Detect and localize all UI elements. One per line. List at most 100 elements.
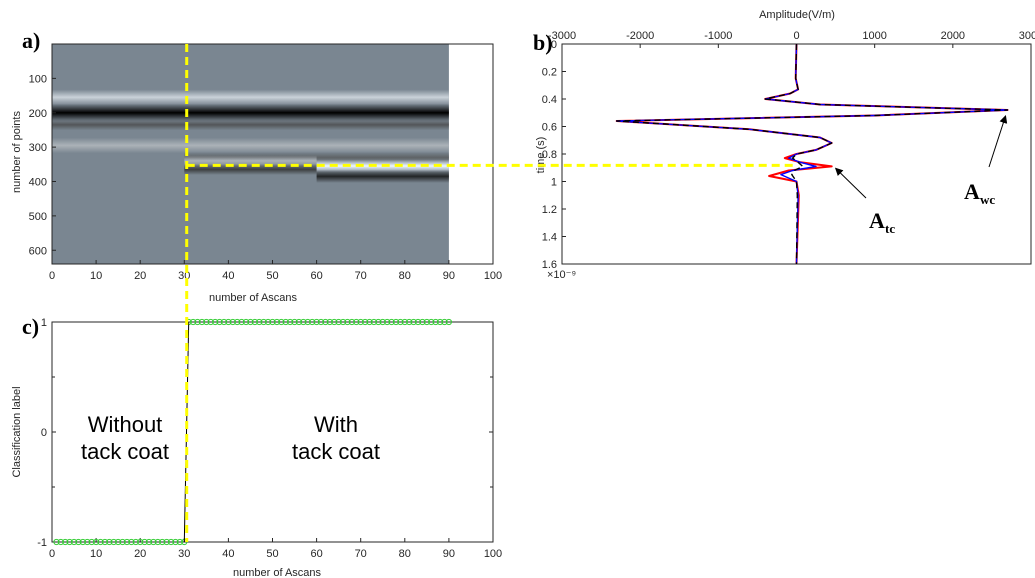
classification-xtick-label: 0 bbox=[49, 548, 55, 560]
classification-point bbox=[176, 538, 183, 546]
classification-point bbox=[238, 318, 245, 326]
annotation-atc-sub: tc bbox=[885, 221, 895, 236]
classification-point bbox=[278, 318, 285, 326]
heatmap-xtick-label: 10 bbox=[90, 270, 102, 282]
heatmap-xlabel: number of Ascans bbox=[209, 292, 298, 304]
classification-point bbox=[247, 318, 254, 326]
classification-point bbox=[388, 318, 395, 326]
classification-point bbox=[264, 318, 272, 326]
classification-point bbox=[353, 318, 360, 326]
classification-point bbox=[207, 318, 214, 326]
classification-point bbox=[88, 538, 95, 546]
classification-xtick-label: 20 bbox=[134, 548, 146, 560]
heatmap-xtick-label: 50 bbox=[266, 270, 278, 282]
heatmap-xtick-label: 60 bbox=[310, 270, 322, 282]
yellow-guide-lines bbox=[185, 44, 797, 542]
annotation-awc-sub: wc bbox=[980, 192, 995, 207]
classification-point bbox=[57, 538, 64, 546]
heatmap-xtick-label: 90 bbox=[443, 270, 455, 282]
classification-point bbox=[234, 318, 241, 326]
heatmap-band bbox=[184, 155, 317, 167]
classification-point bbox=[172, 538, 179, 546]
classification-point bbox=[339, 318, 347, 326]
classification-point bbox=[145, 538, 153, 546]
classification-point bbox=[344, 318, 351, 326]
heatmap-xtick-label: 100 bbox=[484, 270, 502, 282]
waveform-xtick-label: 3000 bbox=[1019, 30, 1035, 42]
classification-point bbox=[317, 318, 325, 326]
classification-point bbox=[428, 318, 435, 326]
waveform-xtick-label: 1000 bbox=[862, 30, 886, 42]
waveform-ytick-label: 0.2 bbox=[542, 67, 557, 79]
classification-point bbox=[357, 318, 364, 326]
classification-point bbox=[97, 538, 104, 546]
classification-point bbox=[445, 318, 452, 326]
classification-xtick-label: 90 bbox=[443, 548, 455, 560]
classification-point bbox=[167, 538, 175, 546]
waveform-ytick-label: 1.2 bbox=[542, 204, 557, 216]
classification-point bbox=[304, 318, 311, 326]
annotation-atc-arrow bbox=[834, 167, 867, 199]
classification-point bbox=[251, 318, 258, 326]
waveform-ytick-label: 1.6 bbox=[542, 259, 557, 271]
heatmap-xtick-label: 0 bbox=[49, 270, 55, 282]
classification-point bbox=[419, 318, 426, 326]
waveform-ytick-label: 0.4 bbox=[542, 94, 557, 106]
classification-point bbox=[260, 318, 267, 326]
classification-point bbox=[159, 538, 166, 546]
classification-point bbox=[326, 318, 333, 326]
classification-point bbox=[295, 318, 303, 326]
waveform-xlabel: Amplitude(V/m) bbox=[759, 9, 835, 21]
heatmap-ytick-label: 300 bbox=[29, 142, 47, 154]
classification-xtick-label: 80 bbox=[399, 548, 411, 560]
waveform-ytick-label: 1.4 bbox=[542, 232, 557, 244]
panel-label-b: b) bbox=[533, 30, 553, 55]
heatmap-xtick-label: 40 bbox=[222, 270, 234, 282]
waveform-y-multiplier: ×10⁻⁹ bbox=[547, 269, 576, 281]
classification-point bbox=[119, 538, 126, 546]
label-without-line-2: tack coat bbox=[81, 439, 169, 464]
classification-point bbox=[384, 318, 391, 326]
heatmap-ytick-label: 400 bbox=[29, 177, 47, 189]
classification-xtick-label: 40 bbox=[222, 548, 234, 560]
classification-xtick-label: 30 bbox=[178, 548, 190, 560]
classification-point bbox=[273, 318, 281, 326]
classification-point bbox=[331, 318, 338, 326]
heatmap-xtick-label: 30 bbox=[178, 270, 190, 282]
heatmap-band bbox=[184, 151, 449, 163]
classification-point bbox=[375, 318, 382, 326]
classification-point bbox=[432, 318, 439, 326]
classification-point bbox=[441, 318, 448, 326]
annotation-awc-arrow bbox=[988, 115, 1008, 168]
heatmap-ytick-label: 500 bbox=[29, 211, 47, 223]
label-without-tack-coat: Without tack coat bbox=[81, 412, 169, 464]
heatmap-ytick-label: 600 bbox=[29, 245, 47, 257]
classification-point bbox=[137, 538, 144, 546]
annotation-awc: A wc bbox=[964, 179, 995, 207]
classification-point bbox=[287, 318, 294, 326]
heatmap-band bbox=[52, 89, 449, 105]
classification-point bbox=[106, 538, 113, 546]
classification-point bbox=[406, 318, 413, 326]
panel-label-c: c) bbox=[22, 314, 39, 339]
classification-point bbox=[348, 318, 355, 326]
classification-ytick-label: -1 bbox=[37, 537, 47, 549]
waveform-xtick-label: -3000 bbox=[548, 30, 576, 42]
waveform-ytick-label: 0.8 bbox=[542, 149, 557, 161]
classification-point bbox=[123, 538, 131, 546]
classification-point bbox=[75, 538, 82, 546]
heatmap-xtick-label: 20 bbox=[134, 270, 146, 282]
heatmap-ylabel: number of points bbox=[11, 111, 23, 193]
classification-point bbox=[392, 318, 400, 326]
heatmap-xtick-label: 80 bbox=[399, 270, 411, 282]
classification-point bbox=[93, 538, 100, 546]
label-without-line-1: Without bbox=[88, 412, 163, 437]
classification-point bbox=[256, 318, 263, 326]
waveform-ytick-label: 0.6 bbox=[542, 122, 557, 134]
classification-point bbox=[410, 318, 417, 326]
classification-point bbox=[397, 318, 404, 326]
classification-ylabel: Classification label bbox=[11, 386, 23, 477]
classification-point bbox=[216, 318, 223, 326]
classification-point bbox=[225, 318, 232, 326]
